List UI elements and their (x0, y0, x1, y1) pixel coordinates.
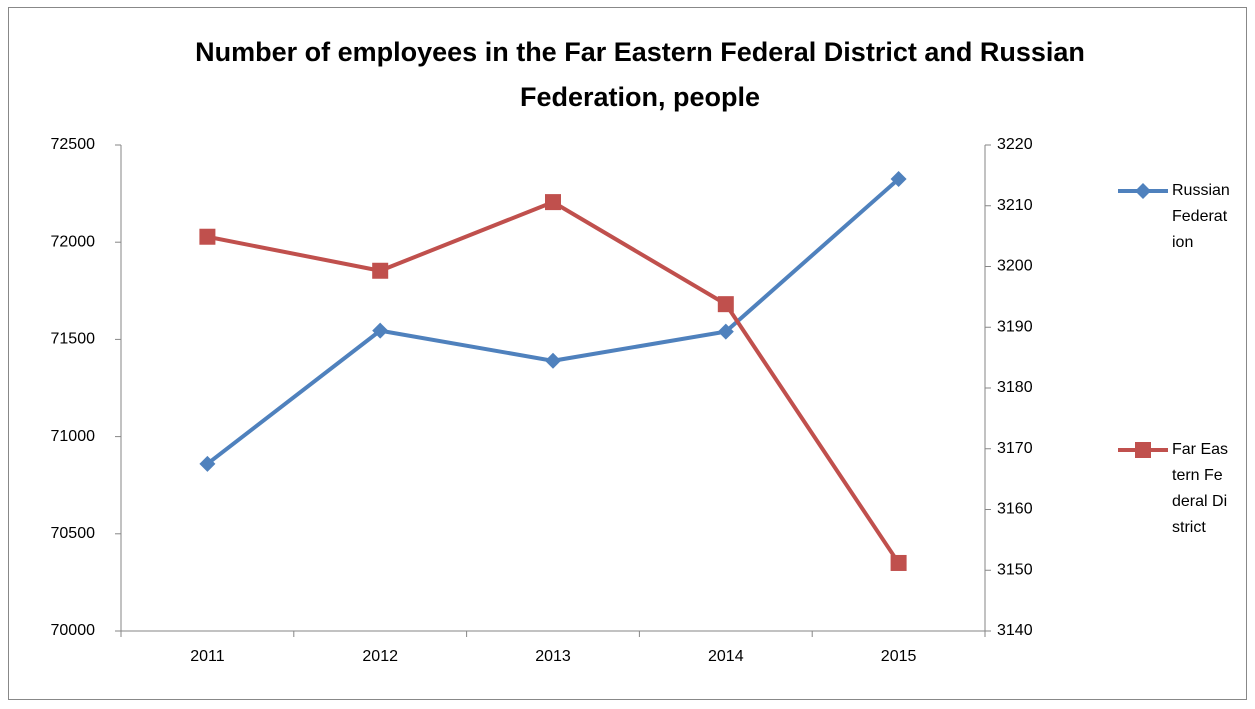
legend-marker (1135, 442, 1151, 458)
x-tick-label: 2011 (190, 648, 225, 665)
chart-title: Number of employees in the Far Eastern F… (195, 37, 1085, 112)
data-point (545, 194, 561, 211)
chart-border (8, 7, 1247, 700)
y2-tick-label: 3140 (997, 622, 1033, 639)
legend-marker (1135, 183, 1151, 199)
y-tick-label: 71500 (51, 331, 96, 348)
data-point (890, 554, 907, 571)
data-point (717, 296, 734, 313)
legend-label: Far Eastern Federal District (1172, 441, 1229, 536)
data-point (199, 455, 216, 472)
y2-tick-label: 3190 (997, 318, 1033, 335)
y2-tick-label: 3200 (997, 258, 1033, 275)
y2-tick-label: 3160 (997, 501, 1033, 518)
legend-label: Russian Federation (1172, 182, 1230, 251)
data-point (372, 262, 389, 279)
y-tick-label: 72000 (51, 233, 96, 250)
data-point (717, 323, 734, 340)
x-tick-label: 2013 (535, 648, 571, 665)
data-point (199, 228, 216, 245)
y-tick-label: 71000 (51, 428, 96, 445)
y2-tick-label: 3220 (997, 136, 1033, 153)
x-tick-label: 2012 (362, 648, 398, 665)
y2-tick-label: 3180 (997, 379, 1033, 396)
y2-tick-label: 3150 (997, 561, 1033, 578)
y-tick-label: 70000 (51, 622, 96, 639)
data-point (545, 352, 561, 369)
x-tick-label: 2014 (708, 648, 744, 665)
data-point (890, 171, 907, 188)
data-point (372, 322, 389, 339)
y2-tick-label: 3210 (997, 197, 1033, 214)
y2-tick-label: 3170 (997, 440, 1033, 457)
y-tick-label: 70500 (51, 525, 96, 542)
x-tick-label: 2015 (881, 648, 917, 665)
y-tick-label: 72500 (51, 136, 96, 153)
